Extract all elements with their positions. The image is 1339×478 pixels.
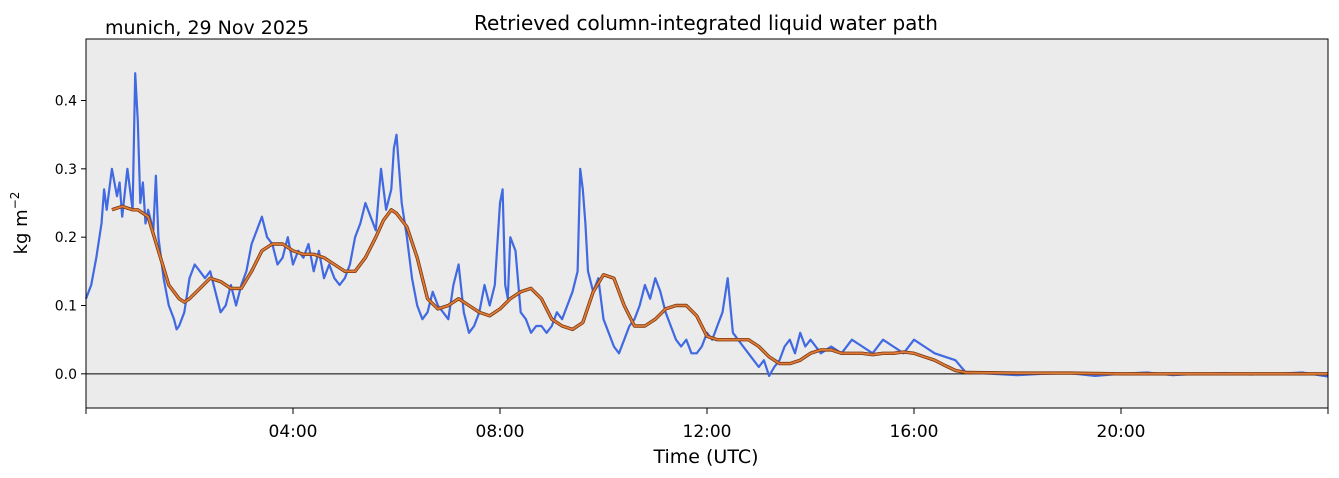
x-tick-label: 08:00 (476, 422, 525, 442)
x-tick-label: 20:00 (1097, 422, 1146, 442)
y-axis-label-exponent: −2 (8, 192, 22, 210)
x-axis-label: Time (UTC) (652, 446, 758, 468)
smoothed-line (111, 205, 1328, 375)
raw-series-group (84, 72, 1329, 378)
raw-retrieval-line (84, 72, 1329, 378)
y-axis-label-group: kg m−2 (8, 192, 32, 255)
plot-area (86, 39, 1328, 408)
y-axis: 0.0 0.1 0.2 0.3 0.4 (55, 94, 86, 383)
y-tick-label: 0.2 (55, 230, 77, 246)
x-tick-label: 04:00 (269, 422, 318, 442)
y-axis-label-base: kg m (11, 209, 32, 254)
chart-title: Retrieved column-integrated liquid water… (474, 11, 938, 35)
x-tick-label: 12:00 (683, 422, 732, 442)
x-axis: 04:00 08:00 12:00 16:00 20:00 (85, 408, 1329, 442)
x-tick-label: 16:00 (890, 422, 939, 442)
y-axis-label: kg m−2 (8, 192, 32, 255)
y-tick-label: 0.4 (55, 94, 77, 110)
station-date-label: munich, 29 Nov 2025 (105, 17, 309, 39)
y-tick-label: 0.0 (55, 367, 77, 383)
y-tick-label: 0.1 (55, 299, 77, 315)
smoothed-series-group (111, 204, 1328, 376)
y-tick-label: 0.3 (55, 162, 77, 178)
